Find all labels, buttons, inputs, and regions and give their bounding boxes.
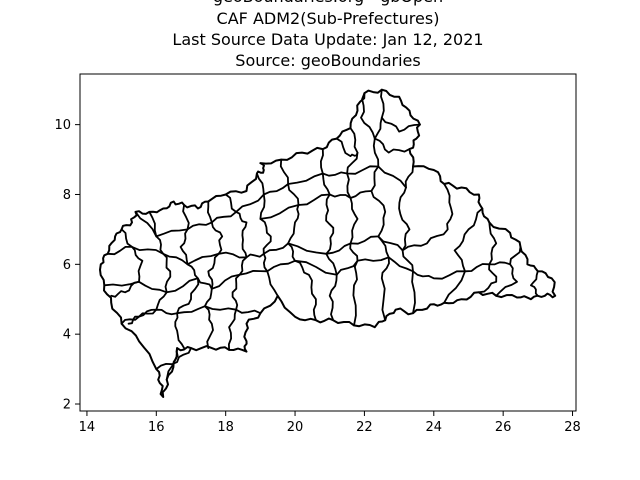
map-title: geoBoundaries.org - gbOpen CAF ADM2(Sub-…: [172, 0, 483, 70]
y-tick-label: 4: [63, 328, 71, 343]
sub-prefecture-boundary: [320, 148, 338, 322]
sub-prefecture-boundary: [380, 116, 421, 133]
country-outline: [99, 88, 557, 398]
y-tick-label: 8: [63, 188, 71, 203]
sub-prefecture-boundary: [155, 347, 192, 370]
sub-prefecture-boundary: [478, 221, 498, 294]
y-tick-label: 2: [63, 398, 71, 413]
title-line-2: CAF ADM2(Sub-Prefectures): [217, 9, 440, 28]
sub-prefecture-boundary: [103, 256, 511, 294]
map-layer: [99, 88, 557, 398]
title-line-4: Source: geoBoundaries: [235, 51, 420, 70]
sub-prefecture-boundary: [120, 305, 262, 325]
x-tick-label: 24: [426, 420, 443, 435]
y-axis: 2 4 6 8 10: [54, 118, 80, 413]
x-tick-label: 28: [564, 420, 581, 435]
sub-prefecture-boundary: [360, 92, 376, 140]
x-axis: 14 16 18 20 22 24 26 28: [79, 411, 581, 435]
y-tick-label: 10: [54, 118, 71, 133]
sub-prefecture-boundary: [174, 204, 200, 349]
sub-prefecture-boundary: [398, 165, 416, 315]
x-tick-label: 22: [356, 420, 373, 435]
x-tick-label: 14: [79, 420, 96, 435]
sub-prefecture-boundary: [224, 193, 248, 351]
sub-prefecture-boundary: [259, 190, 373, 220]
x-tick-label: 18: [217, 420, 234, 435]
sub-prefecture-boundary: [335, 137, 359, 157]
sub-prefecture-boundary: [346, 127, 359, 327]
sub-prefecture-boundary: [443, 207, 484, 304]
sub-prefecture-boundary: [530, 270, 539, 297]
sub-prefecture-boundary: [134, 165, 407, 238]
title-line-1: geoBoundaries.org - gbOpen: [213, 0, 443, 6]
sub-prefecture-boundary: [106, 235, 404, 266]
sub-prefecture-boundary: [370, 137, 390, 322]
sub-prefecture-boundary: [110, 228, 144, 298]
sub-prefecture-boundary: [495, 246, 522, 297]
y-tick-label: 6: [63, 258, 71, 273]
sub-prefecture-boundary: [279, 158, 317, 322]
sub-prefecture-boundary: [204, 200, 224, 349]
plot-frame: [79, 73, 577, 412]
x-tick-label: 26: [495, 420, 512, 435]
x-tick-label: 16: [148, 420, 165, 435]
sub-prefecture-boundary: [401, 183, 454, 252]
title-line-3: Last Source Data Update: Jan 12, 2021: [172, 30, 483, 49]
sub-prefecture-boundary: [373, 88, 411, 154]
x-tick-label: 20: [287, 420, 304, 435]
sub-prefecture-boundary: [127, 211, 172, 325]
